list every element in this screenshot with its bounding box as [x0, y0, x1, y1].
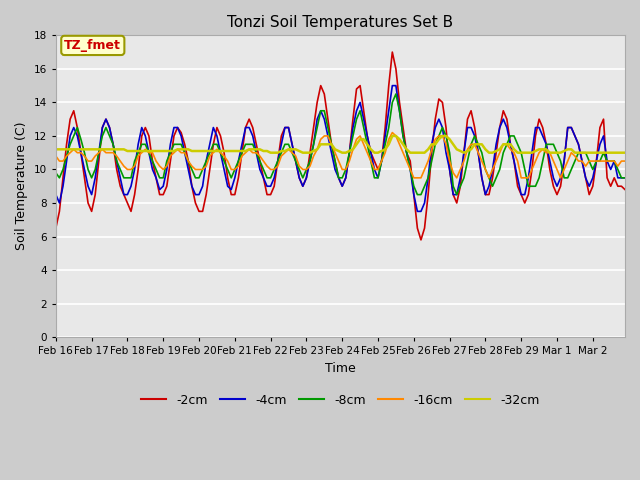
X-axis label: Time: Time — [325, 362, 356, 375]
Title: Tonzi Soil Temperatures Set B: Tonzi Soil Temperatures Set B — [227, 15, 454, 30]
Text: TZ_fmet: TZ_fmet — [65, 39, 121, 52]
Legend: -2cm, -4cm, -8cm, -16cm, -32cm: -2cm, -4cm, -8cm, -16cm, -32cm — [136, 389, 545, 412]
Y-axis label: Soil Temperature (C): Soil Temperature (C) — [15, 122, 28, 251]
